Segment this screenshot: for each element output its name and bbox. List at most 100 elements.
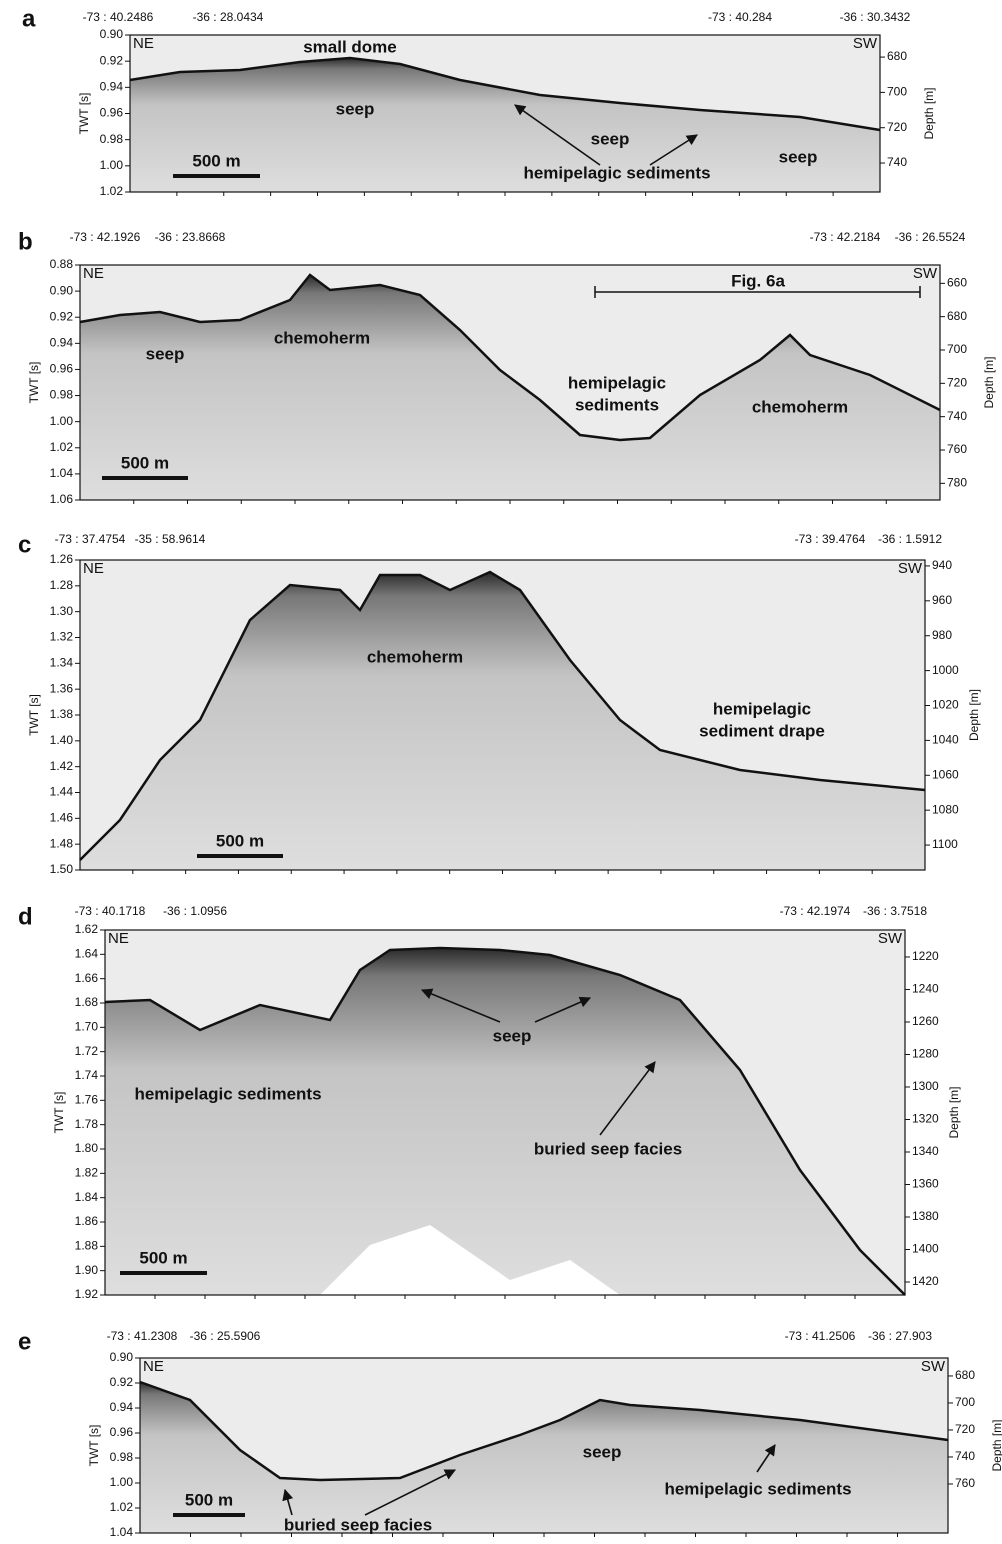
y2-tick-label: 1380 bbox=[912, 1209, 939, 1223]
y2-tick-label: 700 bbox=[947, 342, 967, 356]
y-axis-label: TWT [s] bbox=[77, 93, 91, 135]
y-tick-label: 1.06 bbox=[50, 492, 74, 506]
y2-tick-label: 720 bbox=[887, 120, 907, 134]
y-tick-label: 1.90 bbox=[75, 1263, 99, 1277]
arrow bbox=[282, 1488, 294, 1516]
panel: c -73 : 37.4754 -35 : 58.9614 -73 : 39.4764… bbox=[18, 531, 981, 876]
arrow bbox=[534, 996, 592, 1023]
y-tick-label: 1.68 bbox=[75, 995, 99, 1009]
arrow bbox=[364, 1469, 457, 1516]
y-tick-label: 1.62 bbox=[75, 922, 99, 936]
annotation: hemipelagic bbox=[713, 699, 811, 718]
panel: a -73 : 40.2486 -36 : 28.0434 -73 : 40.284 -… bbox=[22, 5, 936, 198]
y-tick-label: 1.26 bbox=[50, 552, 74, 566]
scale-bar-label: 500 m bbox=[121, 453, 169, 472]
seafloor-reflection bbox=[80, 275, 940, 500]
seafloor-line bbox=[104, 946, 906, 1296]
coordinate: -73 : 40.284 bbox=[708, 10, 772, 24]
y-tick-label: 0.92 bbox=[50, 309, 74, 323]
direction-label: SW bbox=[921, 1358, 946, 1375]
y-tick-label: 0.90 bbox=[110, 1350, 134, 1364]
y-tick-label: 1.48 bbox=[50, 836, 74, 850]
y2-tick-label: 1400 bbox=[912, 1242, 939, 1256]
y-tick-label: 1.04 bbox=[50, 466, 74, 480]
y-tick-label: 0.96 bbox=[110, 1425, 134, 1439]
y-tick-label: 1.80 bbox=[75, 1141, 99, 1155]
y2-tick-label: 700 bbox=[887, 85, 907, 99]
y2-tick-label: 740 bbox=[887, 155, 907, 169]
coordinate: -36 : 23.8668 bbox=[155, 230, 226, 244]
y2-tick-label: 980 bbox=[932, 628, 952, 642]
coordinate: -73 : 40.1718 bbox=[75, 904, 146, 918]
annotation: small dome bbox=[303, 37, 397, 56]
y-tick-label: 0.98 bbox=[100, 132, 124, 146]
y-axis-label: TWT [s] bbox=[27, 362, 41, 404]
seafloor-line bbox=[79, 570, 926, 861]
y2-tick-label: 680 bbox=[947, 309, 967, 323]
y-tick-label: 1.46 bbox=[50, 811, 74, 825]
seafloor-reflection bbox=[130, 58, 880, 192]
scale-bar-label: 500 m bbox=[192, 151, 240, 170]
y-axis-label: TWT [s] bbox=[27, 694, 41, 736]
annotation: hemipelagic sediments bbox=[664, 1479, 851, 1498]
annotation: seep bbox=[591, 129, 630, 148]
arrow bbox=[420, 988, 501, 1023]
annotation: seep bbox=[493, 1026, 532, 1045]
y2-axis-label: Depth [m] bbox=[922, 87, 936, 139]
y-tick-label: 1.36 bbox=[50, 681, 74, 695]
y2-tick-label: 780 bbox=[947, 476, 967, 490]
arrow bbox=[599, 1061, 656, 1136]
y-tick-label: 0.98 bbox=[110, 1450, 134, 1464]
annotation: buried seep facies bbox=[284, 1515, 432, 1534]
scale-bar-label: 500 m bbox=[139, 1248, 187, 1267]
y-tick-label: 1.84 bbox=[75, 1190, 99, 1204]
y2-tick-label: 1000 bbox=[932, 663, 959, 677]
y2-tick-label: 1320 bbox=[912, 1112, 939, 1126]
annotation: hemipelagic sediments bbox=[523, 163, 710, 182]
annotation: hemipelagic bbox=[568, 373, 666, 392]
y-axis-label: TWT [s] bbox=[52, 1092, 66, 1134]
y-tick-label: 1.38 bbox=[50, 707, 74, 721]
y-tick-label: 1.86 bbox=[75, 1214, 99, 1228]
y2-tick-label: 660 bbox=[947, 276, 967, 290]
y-tick-label: 1.42 bbox=[50, 759, 74, 773]
y-tick-label: 0.92 bbox=[100, 53, 124, 67]
direction-label: NE bbox=[108, 930, 129, 947]
direction-label: SW bbox=[853, 35, 878, 52]
panel-label: c bbox=[18, 531, 31, 558]
y2-tick-label: 680 bbox=[955, 1368, 975, 1382]
direction-label: SW bbox=[878, 930, 903, 947]
y-tick-label: 1.00 bbox=[50, 414, 74, 428]
y-tick-label: 1.72 bbox=[75, 1044, 99, 1058]
scale-bar-label: 500 m bbox=[185, 1490, 233, 1509]
y-tick-label: 0.98 bbox=[50, 388, 74, 402]
annotation: Fig. 6a bbox=[731, 271, 785, 290]
arrow bbox=[649, 134, 698, 166]
y2-tick-label: 760 bbox=[947, 442, 967, 456]
y-tick-label: 1.32 bbox=[50, 630, 74, 644]
coordinate: -73 : 40.2486 bbox=[83, 10, 154, 24]
y2-tick-label: 1340 bbox=[912, 1144, 939, 1158]
seafloor-reflection bbox=[140, 1382, 948, 1533]
panel: b -73 : 42.1926 -36 : 23.8668 -73 : 42.2184… bbox=[18, 228, 996, 506]
y-tick-label: 1.02 bbox=[100, 184, 124, 198]
y2-tick-label: 960 bbox=[932, 593, 952, 607]
y-tick-label: 1.66 bbox=[75, 971, 99, 985]
coordinate: -36 : 27.903 bbox=[868, 1329, 932, 1343]
coordinate: -36 : 25.5906 bbox=[190, 1329, 261, 1343]
y2-tick-label: 740 bbox=[947, 409, 967, 423]
y-tick-label: 0.94 bbox=[50, 336, 74, 350]
y2-tick-label: 1100 bbox=[932, 837, 958, 851]
annotation: seep bbox=[336, 99, 375, 118]
y-tick-label: 1.88 bbox=[75, 1239, 99, 1253]
y-tick-label: 0.92 bbox=[110, 1375, 134, 1389]
y2-tick-label: 680 bbox=[887, 49, 907, 63]
coordinate: -73 : 41.2308 bbox=[107, 1329, 178, 1343]
y2-axis-label: Depth [m] bbox=[990, 1419, 1002, 1471]
annotation: chemoherm bbox=[752, 397, 848, 416]
annotation: chemoherm bbox=[274, 328, 370, 347]
arrow bbox=[756, 1444, 776, 1473]
seafloor-line bbox=[129, 56, 881, 132]
seafloor-reflection bbox=[80, 572, 925, 870]
